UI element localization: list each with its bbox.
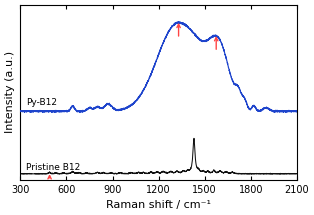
Text: Py-B12: Py-B12 [26,98,57,108]
Text: Pristine B12: Pristine B12 [26,163,80,172]
X-axis label: Raman shift / cm⁻¹: Raman shift / cm⁻¹ [106,200,211,210]
Y-axis label: Intensity (a.u.): Intensity (a.u.) [5,51,15,133]
